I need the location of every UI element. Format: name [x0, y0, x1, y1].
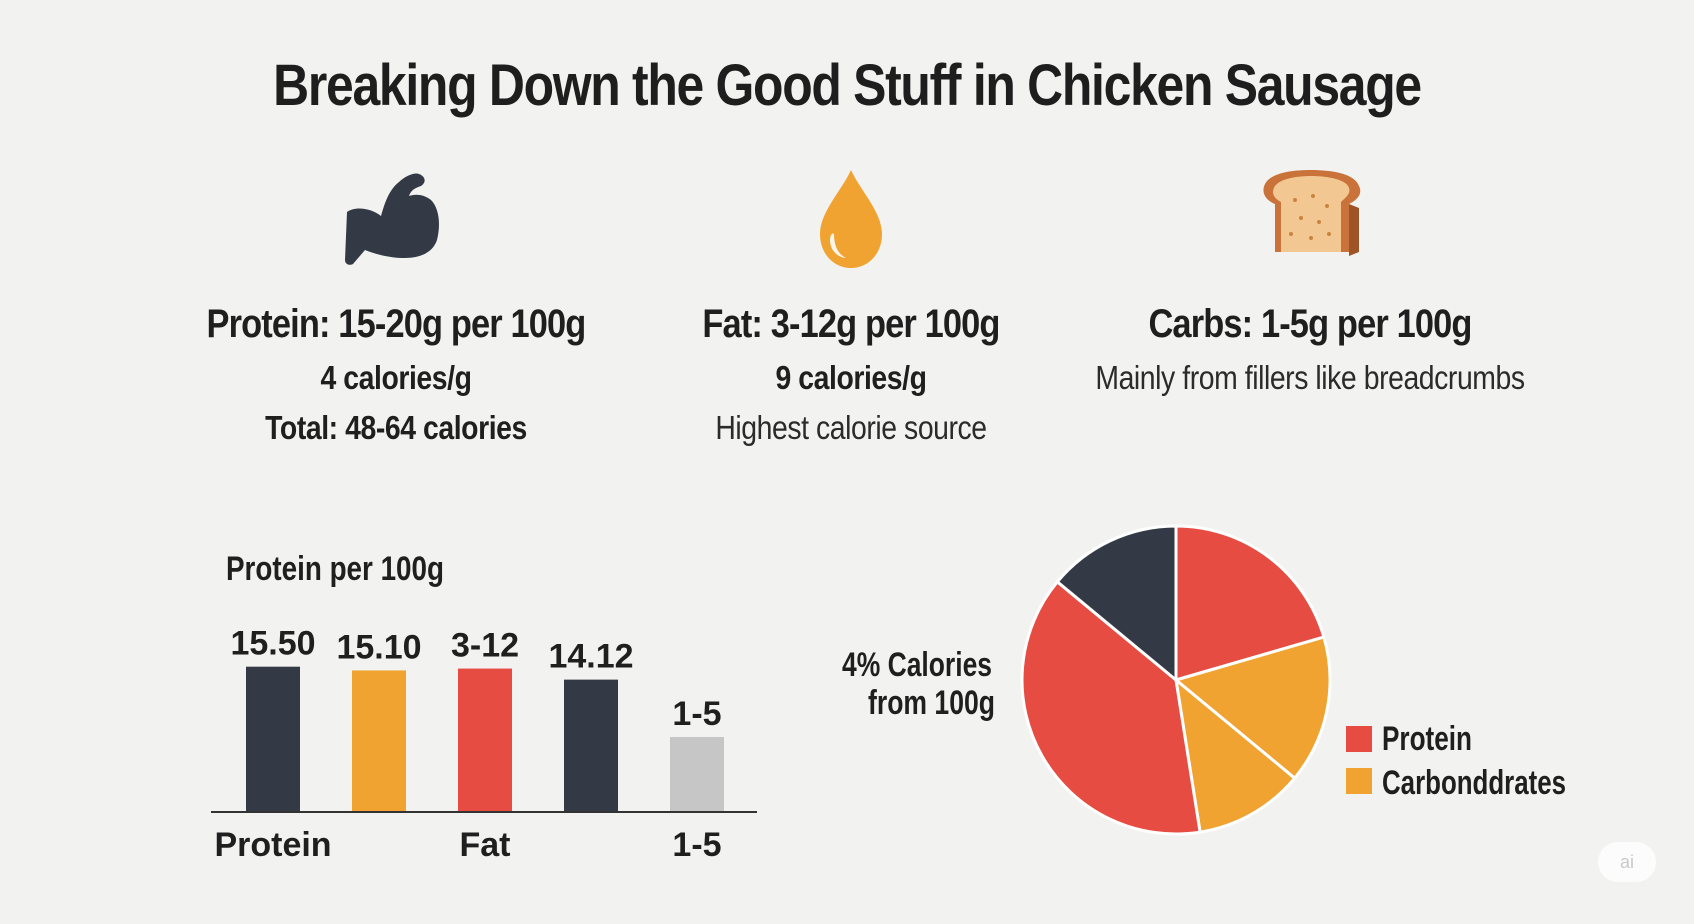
protein-column: Protein: 15-20g per 100g 4 calories/g To… — [136, 168, 656, 447]
bar-x-tick-5: 1-5 — [672, 826, 721, 864]
flexed-arm-icon — [345, 173, 439, 265]
bar-x-tick-1: Protein — [214, 826, 331, 864]
pie-slice-2 — [1174, 635, 1332, 780]
protein-total-calories: Total: 48-64 calories — [265, 409, 527, 446]
protein-heading: Protein: 15-20g per 100g — [206, 302, 587, 346]
bar-3 — [458, 668, 512, 812]
pie-annotation-line1: 4% Calories — [842, 646, 992, 684]
bar-value-label-4: 14.12 — [548, 638, 633, 676]
fat-heading: Fat: 3-12g per 100g — [702, 302, 1000, 346]
bread-slice-icon — [1263, 170, 1361, 256]
fat-calories-per-gram: 9 calories/g — [775, 359, 927, 396]
bar-value-label-5: 1-5 — [672, 695, 721, 733]
fat-column: Fat: 3-12g per 100g 9 calories/g Highest… — [591, 168, 1111, 447]
pie-slice-4 — [1020, 580, 1202, 836]
carbs-column: Carbs: 1-5g per 100g Mainly from fillers… — [1050, 168, 1570, 397]
carbs-heading: Carbs: 1-5g per 100g — [1148, 302, 1472, 346]
protein-calories-per-gram: 4 calories/g — [320, 359, 472, 396]
bar-value-label-1: 15.50 — [230, 625, 315, 663]
bar-2 — [352, 670, 406, 812]
bar-1 — [246, 666, 300, 812]
bar-value-label-3: 3-12 — [451, 627, 519, 665]
pie-slice-1 — [1174, 524, 1326, 682]
bar-x-tick-3: Fat — [460, 826, 511, 864]
oil-drop-icon — [820, 170, 882, 268]
legend-swatch-protein — [1346, 726, 1372, 752]
watermark-badge: ai — [1598, 842, 1656, 882]
legend-label-protein: Protein — [1382, 720, 1472, 758]
pie-annotation-line2: from 100g — [868, 684, 995, 722]
legend-swatch-carbohydrates — [1346, 768, 1372, 794]
bar-4 — [564, 679, 618, 812]
fat-note: Highest calorie source — [715, 409, 987, 446]
carbs-note: Mainly from fillers like breadcrumbs — [1095, 359, 1525, 396]
page-title: Breaking Down the Good Stuff in Chicken … — [273, 53, 1422, 118]
bar-value-label-2: 15.10 — [336, 628, 421, 666]
legend-label-carbohydrates: Carbonddrates — [1382, 764, 1566, 802]
bar-chart-title: Protein per 100g — [226, 550, 444, 588]
pie-legend: Protein Carbonddrates — [1346, 720, 1566, 802]
pie-slice-5 — [1055, 524, 1178, 682]
bar-5 — [670, 737, 724, 812]
pie-slice-3 — [1174, 678, 1297, 834]
